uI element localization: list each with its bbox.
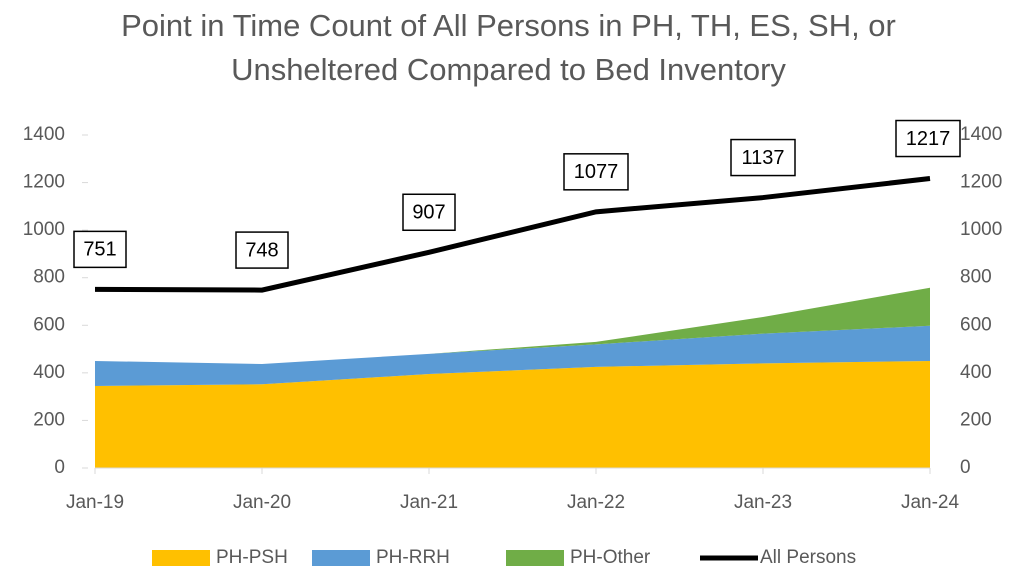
- y-tick-label: 800: [33, 267, 65, 288]
- y-tick-label: 0: [54, 457, 65, 478]
- value-label: 1137: [741, 147, 784, 169]
- legend-label: PH-PSH: [216, 547, 288, 568]
- legend-swatch: [152, 550, 210, 566]
- y-tick-label: 1000: [23, 219, 65, 240]
- chart-title: Point in Time Count of All Persons in PH…: [121, 8, 896, 87]
- value-label: 907: [412, 202, 445, 224]
- x-tick-label: Jan-21: [400, 492, 458, 513]
- y-tick-label: 200: [33, 409, 65, 430]
- legend-swatch: [506, 550, 564, 566]
- value-label: 1217: [906, 128, 951, 150]
- y2-tick-label: 1200: [960, 172, 1002, 193]
- value-label: 751: [83, 239, 116, 261]
- y2-tick-label: 1400: [960, 124, 1002, 145]
- y2-tick-label: 0: [960, 457, 971, 478]
- value-label: 1077: [574, 161, 619, 183]
- y2-tick-label: 1000: [960, 219, 1002, 240]
- legend-swatch: [312, 550, 370, 566]
- legend-label: PH-RRH: [376, 547, 450, 568]
- value-label-box: [235, 231, 289, 269]
- area: [95, 360, 930, 468]
- y2-tick-label: 400: [960, 362, 992, 383]
- y-tick-label: 1200: [23, 172, 65, 193]
- value-label-box: [563, 153, 629, 191]
- value-label-box: [402, 193, 456, 232]
- y2-tick-label: 200: [960, 409, 992, 430]
- x-tick-label: Jan-22: [567, 492, 625, 513]
- value-label: 748: [245, 239, 278, 261]
- y2-tick-label: 600: [960, 314, 992, 335]
- area: [95, 287, 930, 365]
- x-tick-label: Jan-19: [66, 492, 124, 513]
- legend-label: PH-Other: [570, 547, 651, 568]
- value-label-box: [730, 138, 796, 177]
- area: [95, 325, 930, 386]
- line: [94, 176, 931, 293]
- y-tick-label: 600: [33, 314, 65, 335]
- x-tick-label: Jan-23: [734, 492, 792, 513]
- y-tick-label: 400: [33, 362, 65, 383]
- x-tick-label: Jan-24: [901, 492, 960, 513]
- y2-tick-label: 800: [960, 267, 992, 288]
- y-tick-label: 1400: [23, 124, 65, 145]
- x-tick-label: Jan-20: [233, 492, 291, 513]
- legend-label: All Persons: [760, 547, 856, 568]
- value-label-box: [895, 119, 961, 158]
- value-label-box: [73, 230, 127, 269]
